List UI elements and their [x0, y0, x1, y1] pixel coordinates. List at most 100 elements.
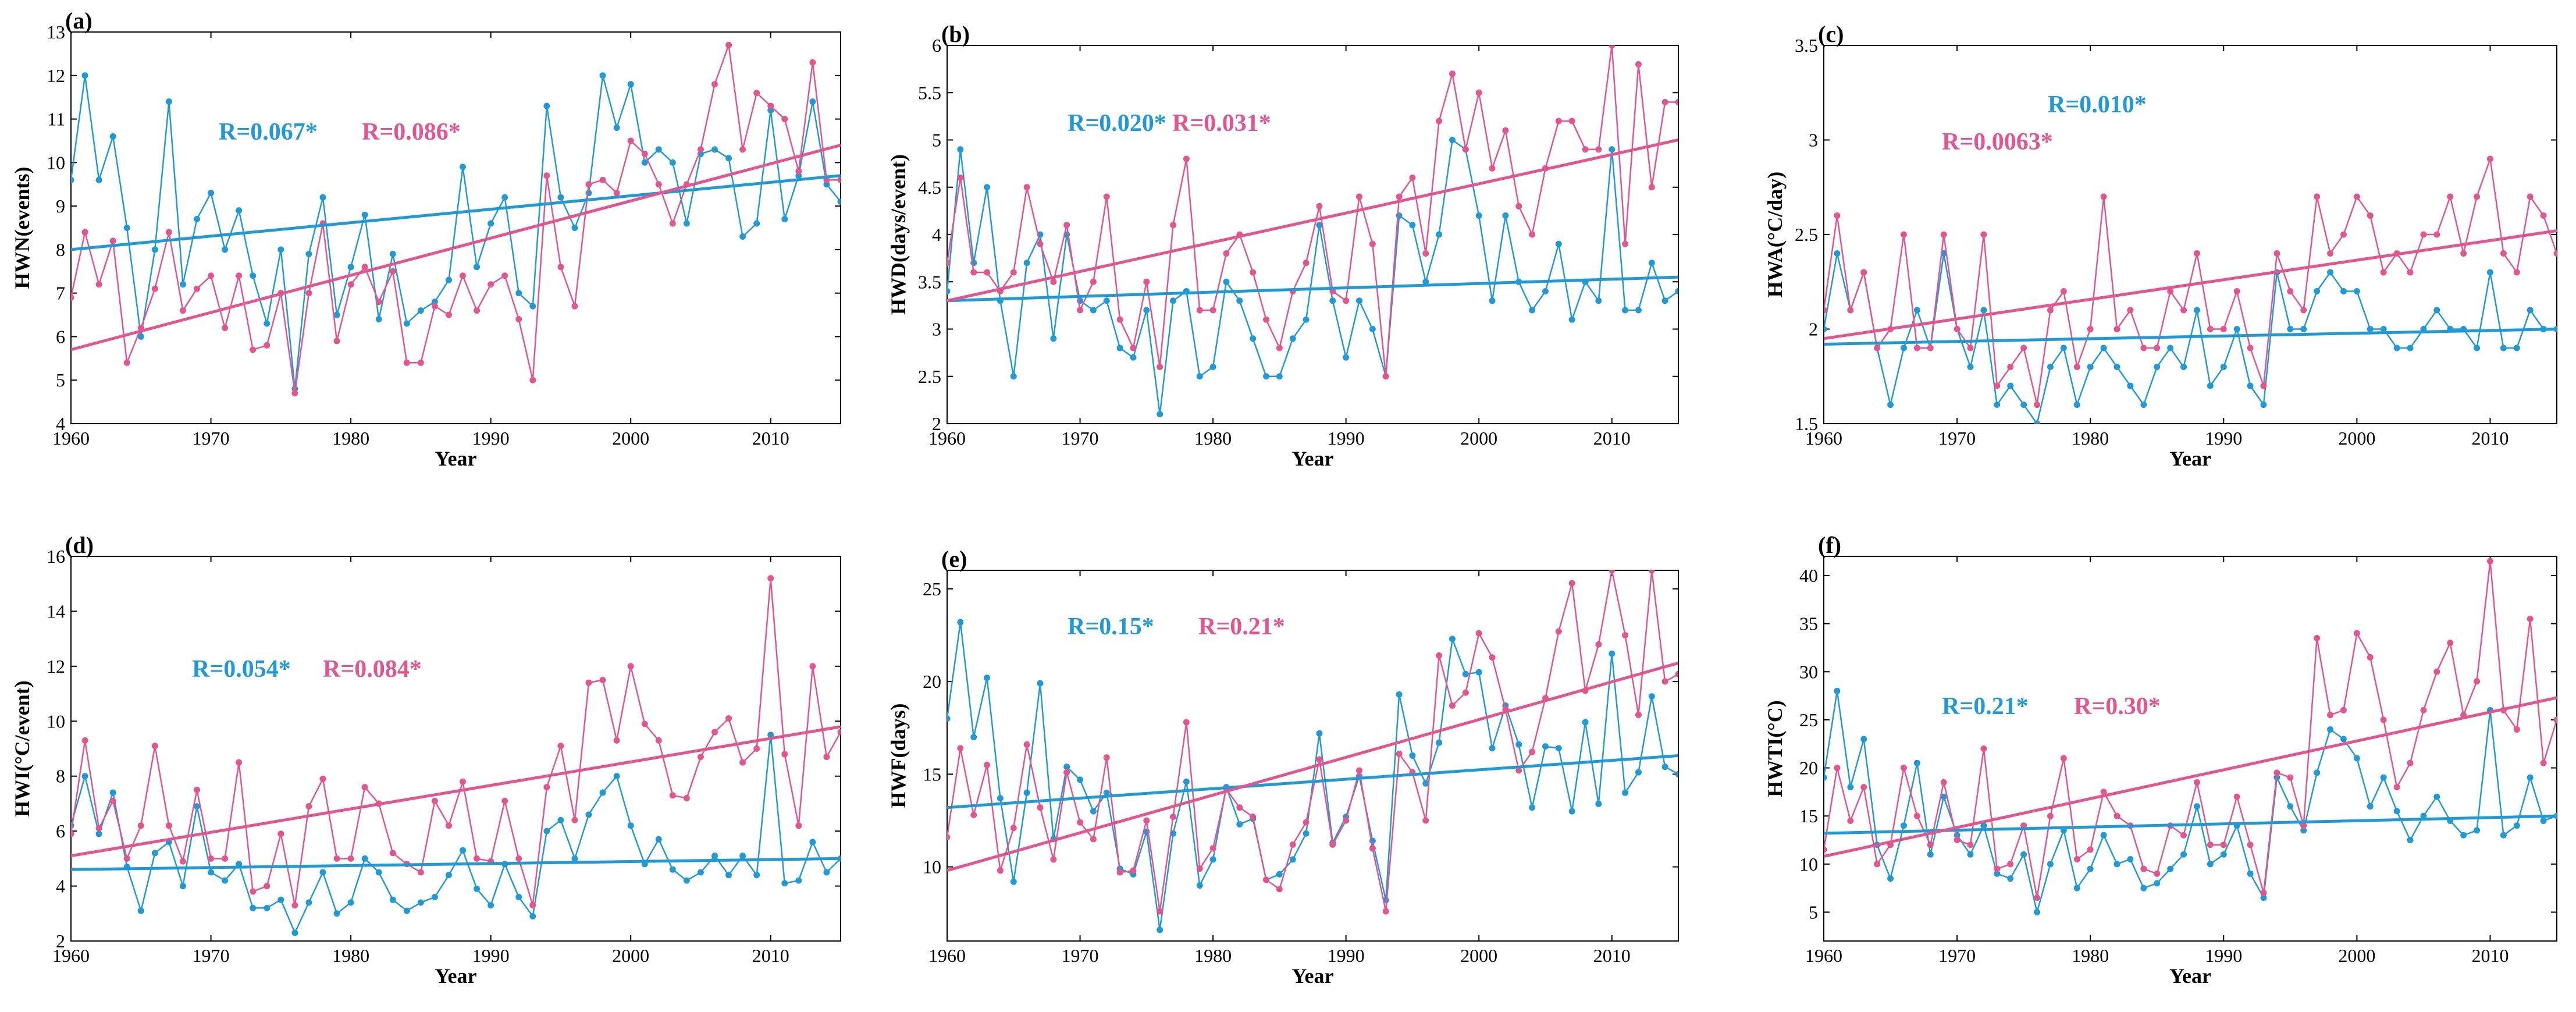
data-point-pink [2207, 326, 2214, 332]
data-point-blue [95, 176, 102, 183]
data-point-pink [1436, 118, 1443, 125]
data-point-pink [957, 175, 964, 181]
data-point-pink [2154, 870, 2161, 877]
data-point-blue [1157, 411, 1164, 418]
data-point-blue [809, 839, 816, 846]
data-point-pink [2073, 364, 2080, 370]
series-line-pink [1824, 158, 2557, 405]
y-axis-title: HWD(days/event) [887, 154, 910, 315]
x-tick-label: 2010 [1593, 945, 1631, 966]
data-point-blue [515, 290, 522, 297]
data-point-blue [1010, 373, 1017, 380]
y-tick-label: 2 [932, 413, 941, 434]
data-point-pink [2140, 865, 2147, 872]
data-point-pink [1010, 825, 1017, 832]
data-point-pink [1157, 908, 1164, 915]
data-point-pink [1143, 817, 1150, 824]
data-point-pink [291, 902, 298, 909]
data-point-blue [1236, 821, 1243, 828]
data-point-blue [1609, 650, 1616, 657]
data-point-pink [1824, 846, 1827, 853]
y-tick-label: 3 [1809, 130, 1818, 151]
data-point-blue [1436, 739, 1443, 746]
x-tick-label: 1970 [1062, 945, 1099, 966]
trend-line-pink [1824, 696, 2557, 858]
data-point-pink [151, 285, 158, 292]
data-point-pink [1555, 628, 1562, 635]
data-point-pink [711, 81, 718, 88]
data-point-blue [781, 880, 788, 887]
data-point-blue [1037, 680, 1044, 687]
data-point-blue [2047, 861, 2054, 868]
data-point-pink [1263, 316, 1270, 323]
data-point-blue [627, 81, 634, 88]
data-point-blue [361, 211, 368, 218]
data-point-pink [2340, 231, 2347, 238]
data-point-blue [1170, 297, 1177, 304]
data-point-blue [1648, 693, 1655, 700]
data-point-pink [1847, 817, 1854, 824]
data-point-blue [2433, 307, 2440, 314]
y-tick-label: 11 [47, 109, 65, 130]
data-point-pink [1436, 652, 1443, 659]
r-annotation-blue: R=0.21* [1942, 693, 2029, 720]
data-point-pink [2393, 784, 2400, 791]
data-point-pink [1276, 345, 1283, 351]
data-point-pink [1874, 345, 1881, 351]
data-point-blue [2154, 880, 2161, 887]
data-point-pink [2233, 793, 2240, 800]
data-point-pink [431, 797, 438, 804]
trend-line-pink [71, 725, 841, 858]
data-point-blue [2034, 908, 2041, 915]
data-point-pink [389, 268, 396, 275]
data-point-pink [2340, 706, 2347, 713]
data-point-pink [179, 307, 186, 314]
data-point-blue [669, 159, 676, 166]
y-tick-label: 8 [56, 766, 65, 787]
data-point-pink [2193, 779, 2200, 786]
data-point-blue [997, 795, 1004, 802]
y-tick-label: 4 [56, 413, 65, 434]
data-point-pink [333, 338, 340, 345]
data-point-pink [179, 858, 186, 865]
data-point-pink [753, 745, 760, 752]
data-point-pink [1209, 307, 1216, 314]
data-point-pink [1355, 193, 1362, 200]
data-point-pink [1063, 222, 1070, 229]
data-point-pink [2474, 193, 2481, 200]
data-point-blue [837, 198, 841, 205]
data-point-blue [2127, 856, 2134, 863]
data-point-pink [1622, 631, 1629, 638]
data-point-blue [445, 276, 452, 283]
data-point-pink [767, 102, 774, 109]
x-axis-title: Year [2169, 964, 2211, 988]
data-point-blue [2087, 865, 2094, 872]
data-point-pink [1037, 240, 1044, 247]
data-point-pink [137, 822, 144, 829]
data-point-pink [2034, 894, 2041, 901]
y-tick-label: 16 [47, 546, 65, 567]
data-point-pink [970, 269, 977, 276]
data-point-pink [1303, 819, 1310, 826]
data-point-blue [1887, 402, 1894, 408]
data-point-pink [515, 855, 522, 862]
data-point-blue [179, 281, 186, 288]
y-tick-label: 15 [1799, 805, 1818, 826]
data-point-pink [1609, 570, 1616, 574]
data-point-pink [2087, 846, 2094, 853]
plot-data [1824, 558, 2557, 915]
data-point-pink [2273, 769, 2280, 776]
data-point-pink [1502, 127, 1509, 134]
data-point-pink [1396, 750, 1403, 757]
data-point-pink [739, 146, 746, 153]
data-point-blue [1422, 780, 1429, 787]
data-point-pink [627, 137, 634, 144]
y-tick-label: 4 [56, 876, 65, 897]
data-point-pink [1661, 678, 1668, 685]
data-point-blue [1436, 231, 1443, 238]
data-point-pink [2247, 345, 2254, 351]
x-tick-label: 1960 [1805, 428, 1842, 449]
data-point-blue [2007, 875, 2014, 882]
data-point-blue [1555, 745, 1562, 752]
